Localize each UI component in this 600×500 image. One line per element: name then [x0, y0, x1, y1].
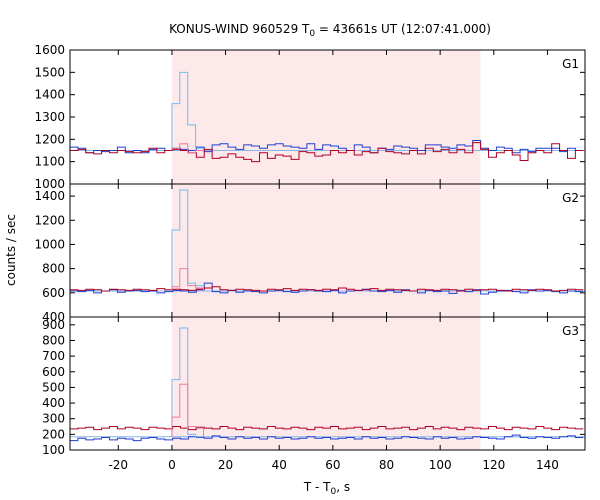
- panel-g2: [70, 184, 585, 317]
- y-tick-label: 1000: [34, 237, 65, 251]
- y-tick-label: 1500: [34, 65, 65, 79]
- series-pink-g2: [171, 268, 205, 292]
- y-tick-label: 900: [42, 318, 65, 332]
- y-tick-label: 500: [42, 380, 65, 394]
- shaded-interval: [171, 317, 481, 450]
- x-tick-label: 80: [379, 458, 394, 472]
- y-tick-label: 1000: [34, 177, 65, 191]
- x-tick-label: 100: [429, 458, 452, 472]
- y-tick-label: 1600: [34, 43, 65, 57]
- y-tick-label: 600: [42, 365, 65, 379]
- series-light-blue-g1: [171, 71, 205, 151]
- y-tick-label: 1100: [34, 155, 65, 169]
- y-axis-label: counts / sec: [4, 214, 18, 286]
- y-tick-label: 400: [42, 396, 65, 410]
- y-tick-label: 700: [42, 349, 65, 363]
- panel-label: G1: [562, 57, 579, 71]
- y-tick-label: 800: [42, 262, 65, 276]
- y-tick-label: 1400: [34, 189, 65, 203]
- series-light-blue-g3: [171, 327, 204, 438]
- y-tick-label: 1300: [34, 110, 65, 124]
- series-red-g3: [70, 426, 584, 431]
- series-pink-g3: [171, 383, 205, 437]
- series-blue-g3: [70, 434, 584, 442]
- shaded-interval: [171, 50, 481, 184]
- y-tick-label: 200: [42, 427, 65, 441]
- series-blue-g2: [70, 282, 584, 295]
- series-red-g2: [70, 286, 584, 292]
- x-tick-label: 120: [482, 458, 505, 472]
- x-tick-label: 60: [325, 458, 340, 472]
- y-tick-label: 1400: [34, 88, 65, 102]
- panel-g1: [70, 50, 585, 184]
- series-light-blue-g2: [171, 189, 205, 292]
- x-tick-label: 140: [536, 458, 559, 472]
- y-tick-label: 1200: [34, 213, 65, 227]
- x-tick-label: -20: [108, 458, 128, 472]
- y-tick-label: 100: [42, 443, 65, 457]
- series-red-g1: [70, 142, 584, 163]
- x-tick-label: 20: [218, 458, 233, 472]
- y-tick-label: 400: [42, 310, 65, 324]
- series-pink-g1: [171, 143, 204, 154]
- plot-layer: [70, 50, 585, 450]
- chart-title: KONUS-WIND 960529 T0 = 43661s UT (12:07:…: [169, 22, 491, 39]
- y-tick-label: 300: [42, 412, 65, 426]
- y-tick-label: 800: [42, 333, 65, 347]
- panel-g3: [70, 317, 585, 450]
- x-tick-label: 0: [168, 458, 176, 472]
- panel-label: G2: [562, 191, 579, 205]
- x-tick-label: 40: [272, 458, 287, 472]
- panel-frame: [69, 316, 586, 451]
- y-tick-label: 1200: [34, 132, 65, 146]
- x-axis-label: T - T0, s: [303, 480, 350, 497]
- y-tick-label: 600: [42, 286, 65, 300]
- shaded-interval: [171, 184, 481, 317]
- panel-label: G3: [562, 324, 579, 338]
